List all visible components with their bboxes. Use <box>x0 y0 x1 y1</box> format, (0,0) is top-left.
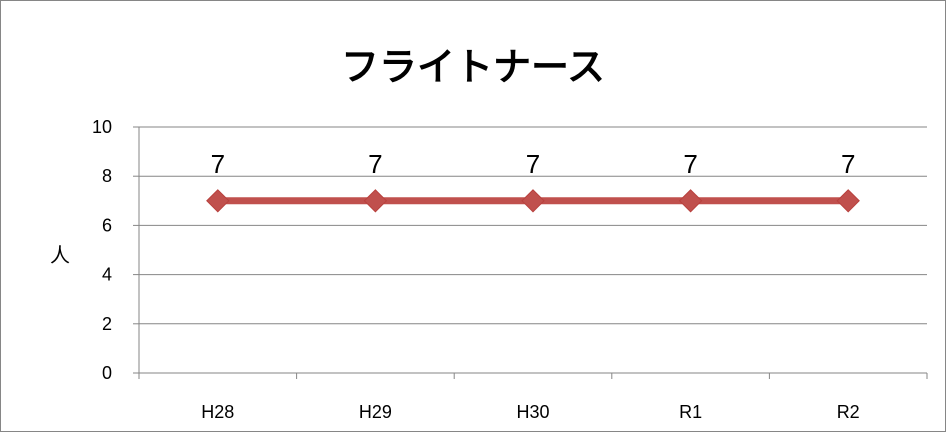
data-label: 7 <box>683 149 697 179</box>
data-labels: 7 7 7 7 7 <box>211 149 856 179</box>
data-point-marker <box>206 189 230 213</box>
data-label: 7 <box>211 149 225 179</box>
gridlines <box>139 126 927 325</box>
data-point-marker <box>678 189 703 213</box>
axes <box>133 126 928 379</box>
series-markers <box>206 189 860 213</box>
y-tick-label: 0 <box>102 363 112 383</box>
x-tick-label: H29 <box>359 402 392 422</box>
y-tick-label: 4 <box>102 265 112 285</box>
x-tick-label: H28 <box>201 402 234 422</box>
x-tick-label: R2 <box>837 402 860 422</box>
x-tick-label: H30 <box>516 402 549 422</box>
y-tick-label: 8 <box>102 166 112 186</box>
data-label: 7 <box>526 149 540 179</box>
y-axis-label: 人 <box>50 243 70 267</box>
data-point-marker <box>521 189 545 213</box>
data-label: 7 <box>841 149 855 179</box>
y-tick-label: 2 <box>102 314 112 334</box>
x-tick-labels: H28 H29 H30 R1 R2 <box>201 402 859 422</box>
y-tick-labels: 0 2 4 6 8 10 <box>92 117 112 383</box>
chart-title: フライトナース <box>341 45 605 89</box>
data-label: 7 <box>368 149 382 179</box>
x-tick-label: R1 <box>679 402 702 422</box>
data-point-marker <box>836 189 860 213</box>
data-point-marker <box>363 189 388 213</box>
y-tick-label: 10 <box>92 117 112 137</box>
y-tick-label: 6 <box>102 215 112 235</box>
